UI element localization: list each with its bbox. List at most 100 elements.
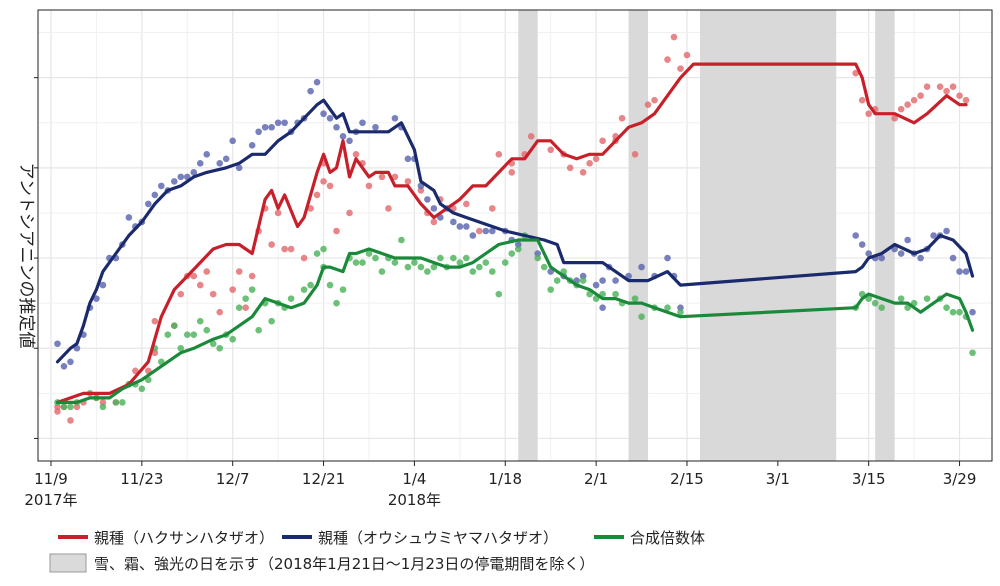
data-point-series-0 xyxy=(54,403,61,411)
data-point-series-1 xyxy=(281,119,288,127)
shaded-period xyxy=(699,10,837,461)
data-point-series-2 xyxy=(871,299,879,307)
data-point-series-2 xyxy=(612,290,619,298)
data-point-series-1 xyxy=(917,254,924,262)
shaded-period xyxy=(628,10,649,461)
data-point-series-2 xyxy=(138,385,146,393)
data-point-series-2 xyxy=(242,295,249,302)
data-point-series-2 xyxy=(300,286,308,293)
data-point-series-2 xyxy=(333,299,340,307)
data-point-series-2 xyxy=(60,403,68,411)
data-point-series-2 xyxy=(508,250,516,257)
data-point-series-1 xyxy=(469,232,477,239)
data-point-series-0 xyxy=(923,83,931,90)
data-point-series-0 xyxy=(852,69,860,77)
x-tick-label: 12/7 xyxy=(216,470,250,488)
legend-item-shade: 雪、霜、強光の日を示す（2018年1月21日〜1月23日の停電期間を除く） xyxy=(49,553,594,573)
data-point-series-0 xyxy=(904,101,911,109)
data-point-series-1 xyxy=(599,304,606,311)
data-point-series-1 xyxy=(579,272,587,280)
data-point-series-0 xyxy=(268,241,275,248)
data-point-series-1 xyxy=(612,277,619,284)
trend-line-series-0 xyxy=(55,62,968,404)
data-point-series-2 xyxy=(229,335,236,343)
data-point-series-0 xyxy=(962,96,970,104)
trend-lines xyxy=(55,62,975,404)
data-point-series-1 xyxy=(956,268,963,275)
data-point-series-1 xyxy=(592,281,600,289)
data-point-series-0 xyxy=(897,105,905,113)
data-point-series-0 xyxy=(592,155,600,163)
data-point-series-0 xyxy=(365,182,373,190)
data-point-series-0 xyxy=(579,169,587,176)
data-point-series-1 xyxy=(274,119,282,127)
data-point-series-1 xyxy=(904,236,911,244)
data-point-series-0 xyxy=(476,227,483,235)
data-point-series-0 xyxy=(54,408,61,415)
data-point-series-2 xyxy=(164,331,172,339)
data-point-series-0 xyxy=(300,254,308,262)
data-point-series-2 xyxy=(326,281,334,289)
data-point-series-2 xyxy=(969,349,976,357)
data-point-series-0 xyxy=(586,160,593,167)
x-tick-label: 12/21 xyxy=(302,470,345,488)
data-point-series-2 xyxy=(99,403,107,411)
data-point-series-2 xyxy=(235,304,243,311)
data-point-series-2 xyxy=(638,313,645,320)
data-point-series-1 xyxy=(196,160,204,167)
x-tick-label: 1/4 xyxy=(402,470,426,488)
data-point-series-0 xyxy=(527,132,535,140)
data-point-series-1 xyxy=(430,205,438,212)
x-tick-sublabel: 2017年 xyxy=(24,491,77,509)
data-point-series-2 xyxy=(67,403,74,411)
data-point-series-2 xyxy=(119,399,126,406)
data-point-series-1 xyxy=(268,123,275,131)
data-point-series-1 xyxy=(177,173,185,181)
data-point-series-2 xyxy=(320,245,327,253)
x-tick-label: 3/29 xyxy=(943,470,977,488)
x-tick-sublabel: 2018年 xyxy=(388,491,441,509)
data-point-series-2 xyxy=(268,317,275,325)
data-point-series-1 xyxy=(54,340,61,348)
data-point-series-2 xyxy=(430,263,438,271)
data-point-series-1 xyxy=(865,250,872,257)
data-point-series-0 xyxy=(209,290,217,298)
data-point-series-0 xyxy=(949,83,957,90)
y-axis-label: アントシアニンの推定値 xyxy=(16,163,36,349)
data-point-series-0 xyxy=(677,65,684,72)
data-point-series-0 xyxy=(307,205,314,212)
data-point-series-0 xyxy=(651,96,658,104)
data-point-series-2 xyxy=(501,259,509,266)
legend-label-shade: 雪、霜、強光の日を示す（2018年1月21日〜1月23日の停電期間を除く） xyxy=(94,555,594,573)
data-point-series-0 xyxy=(943,87,950,95)
data-point-series-2 xyxy=(183,331,191,339)
data-point-series-0 xyxy=(190,272,198,280)
legend-item-series-2: 合成倍数体 xyxy=(594,529,705,547)
data-point-series-2 xyxy=(216,344,224,352)
data-point-series-1 xyxy=(488,227,496,235)
data-point-series-1 xyxy=(482,227,490,235)
data-point-series-2 xyxy=(365,250,373,257)
data-point-series-2 xyxy=(897,295,905,302)
data-point-series-2 xyxy=(547,286,554,293)
data-point-series-2 xyxy=(391,259,399,266)
data-point-series-0 xyxy=(99,399,107,406)
data-point-series-0 xyxy=(67,417,74,424)
data-point-series-0 xyxy=(683,51,691,59)
data-point-series-2 xyxy=(313,250,321,257)
data-point-series-1 xyxy=(99,281,107,289)
data-point-series-0 xyxy=(378,173,386,181)
data-point-series-1 xyxy=(320,110,327,118)
data-point-series-1 xyxy=(158,182,165,190)
data-point-series-1 xyxy=(450,218,457,226)
data-point-series-1 xyxy=(326,114,334,122)
legend-swatch-shade xyxy=(49,553,87,573)
data-point-series-2 xyxy=(209,340,217,348)
data-point-series-2 xyxy=(488,268,496,275)
legend-label-series-1: 親種（オウシュウミヤマハタザオ） xyxy=(318,529,558,547)
data-point-series-1 xyxy=(599,277,606,284)
data-point-series-2 xyxy=(248,286,256,293)
data-point-series-2 xyxy=(190,331,198,339)
data-point-series-1 xyxy=(463,223,470,230)
